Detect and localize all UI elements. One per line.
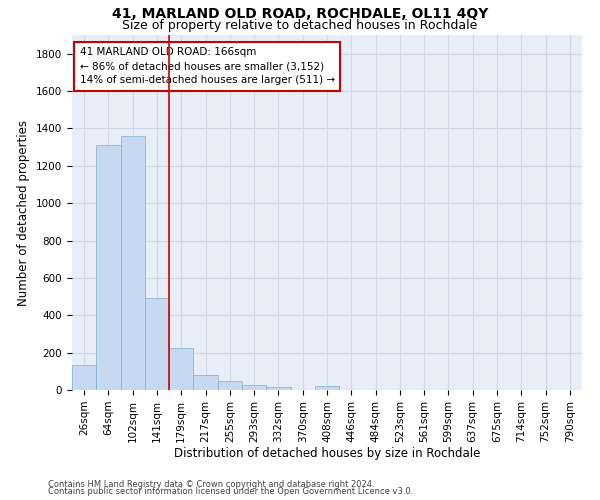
Bar [145,298,169,390]
Text: Size of property relative to detached houses in Rochdale: Size of property relative to detached ho… [122,19,478,32]
Bar [96,145,121,390]
Text: 41, MARLAND OLD ROAD, ROCHDALE, OL11 4QY: 41, MARLAND OLD ROAD, ROCHDALE, OL11 4QY [112,8,488,22]
Text: 41 MARLAND OLD ROAD: 166sqm
← 86% of detached houses are smaller (3,152)
14% of : 41 MARLAND OLD ROAD: 166sqm ← 86% of det… [80,48,335,86]
Text: Contains public sector information licensed under the Open Government Licence v3: Contains public sector information licen… [48,487,413,496]
Bar [72,365,96,390]
Bar [266,387,290,390]
Bar [315,386,339,390]
Bar [242,385,266,390]
X-axis label: Distribution of detached houses by size in Rochdale: Distribution of detached houses by size … [174,448,480,460]
Text: Contains HM Land Registry data © Crown copyright and database right 2024.: Contains HM Land Registry data © Crown c… [48,480,374,489]
Bar [218,381,242,390]
Y-axis label: Number of detached properties: Number of detached properties [17,120,31,306]
Bar [169,348,193,390]
Bar [121,136,145,390]
Bar [193,375,218,390]
